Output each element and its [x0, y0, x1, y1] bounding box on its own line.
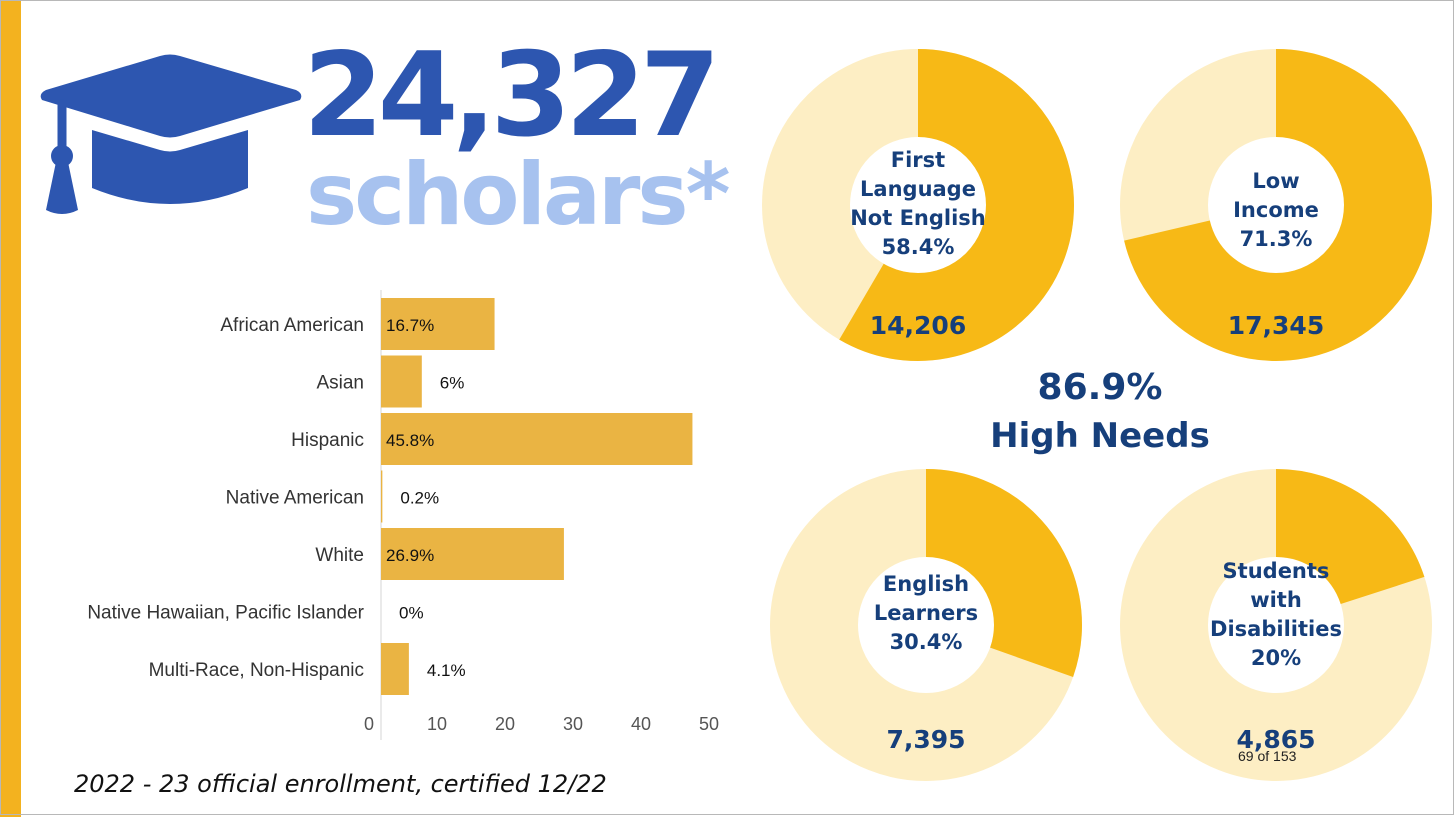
- donut-label-line: Learners: [873, 601, 979, 625]
- donut-percent: 30.4%: [889, 630, 963, 654]
- bar: [381, 413, 693, 465]
- donut-percent: 71.3%: [1239, 227, 1313, 251]
- donut-center-label: Low Income 71.3%: [1196, 167, 1356, 254]
- donut-slice: [762, 49, 1074, 361]
- donut-label-line: Low: [1252, 169, 1300, 193]
- donut-center-label: English Learners 30.4%: [846, 570, 1006, 657]
- donut-percent: 58.4%: [881, 235, 955, 259]
- bar-category-label: White: [315, 545, 364, 566]
- donut-english-learners: English Learners 30.4% 7,395: [761, 460, 1091, 790]
- total-scholars-number: 24,327: [303, 28, 721, 163]
- bar-category-label: African American: [220, 315, 364, 336]
- bar-value-label: 45.8%: [386, 431, 434, 450]
- bar: [381, 355, 422, 408]
- high-needs-stat: 86.9% High Needs: [980, 364, 1220, 460]
- bar-value-label: 16.7%: [386, 316, 434, 335]
- donut-percent: 20%: [1250, 646, 1302, 670]
- x-tick-label: 10: [427, 714, 447, 734]
- donut-slice: [770, 469, 1082, 781]
- bar-value-label: 6%: [440, 374, 465, 393]
- ethnicity-bar-chart: African American 16.7% Asian 6% Hispanic 45.8…: [87, 290, 719, 740]
- donut-svg: [770, 469, 1082, 781]
- donut-count: 7,395: [886, 725, 966, 754]
- page-indicator: 69 of 153: [1238, 748, 1297, 764]
- donut-label-line: First: [890, 148, 946, 172]
- donut-label-line: Not English: [850, 206, 986, 230]
- bar: [381, 528, 564, 580]
- bar-category-label: Asian: [316, 373, 364, 394]
- donut-label-line: with: [1250, 588, 1302, 612]
- donut-svg: [1120, 49, 1432, 361]
- donut-disabilities: Students with Disabilities 20% 4,865: [1111, 460, 1441, 790]
- x-tick-label: 50: [699, 714, 719, 734]
- donut-label-line: Students: [1222, 559, 1330, 583]
- donut-slice: [1120, 49, 1432, 361]
- donut-label-line: Language: [860, 177, 976, 201]
- donut-center-label: Students with Disabilities 20%: [1196, 557, 1356, 673]
- high-needs-label: High Needs: [990, 416, 1210, 456]
- donut-count: 17,345: [1227, 311, 1325, 340]
- x-tick-label: 40: [631, 714, 651, 734]
- bar-category-label: Multi-Race, Non-Hispanic: [149, 660, 364, 681]
- high-needs-percent: 86.9%: [1037, 367, 1163, 408]
- donut-low-income: Low Income 71.3% 17,345: [1111, 40, 1441, 370]
- bar-category-label: Native American: [226, 488, 364, 509]
- donut-count: 14,206: [869, 311, 967, 340]
- donut-svg: [1120, 469, 1432, 781]
- x-tick-label: 20: [495, 714, 515, 734]
- donut-label-line: Income: [1233, 198, 1319, 222]
- donut-slice: [1120, 469, 1432, 781]
- bar-value-label: 4.1%: [427, 661, 466, 680]
- donut-first-language: First Language Not English 58.4% 14,206: [753, 40, 1083, 370]
- bar: [381, 643, 409, 695]
- bar-value-label: 0%: [399, 604, 424, 623]
- bar: [381, 298, 495, 350]
- bar-category-label: Native Hawaiian, Pacific Islander: [87, 603, 364, 624]
- donut-label-line: Disabilities: [1210, 617, 1342, 641]
- donut-svg: [762, 49, 1074, 361]
- enrollment-footnote: 2022 - 23 official enrollment, certified…: [74, 770, 607, 798]
- donut-count: 4,865: [1236, 725, 1316, 754]
- x-tick-label: 30: [563, 714, 583, 734]
- bar-value-label: 26.9%: [386, 546, 434, 565]
- x-tick-label: 0: [364, 714, 374, 734]
- scholars-label: scholars*: [306, 145, 731, 245]
- bar-category-label: Hispanic: [291, 430, 364, 451]
- graduation-cap-icon: [40, 54, 302, 214]
- accent-sidebar: [0, 0, 21, 817]
- donut-label-line: English: [882, 572, 970, 596]
- donut-center-label: First Language Not English 58.4%: [838, 146, 998, 262]
- bar: [381, 470, 383, 523]
- bar-value-label: 0.2%: [400, 489, 439, 508]
